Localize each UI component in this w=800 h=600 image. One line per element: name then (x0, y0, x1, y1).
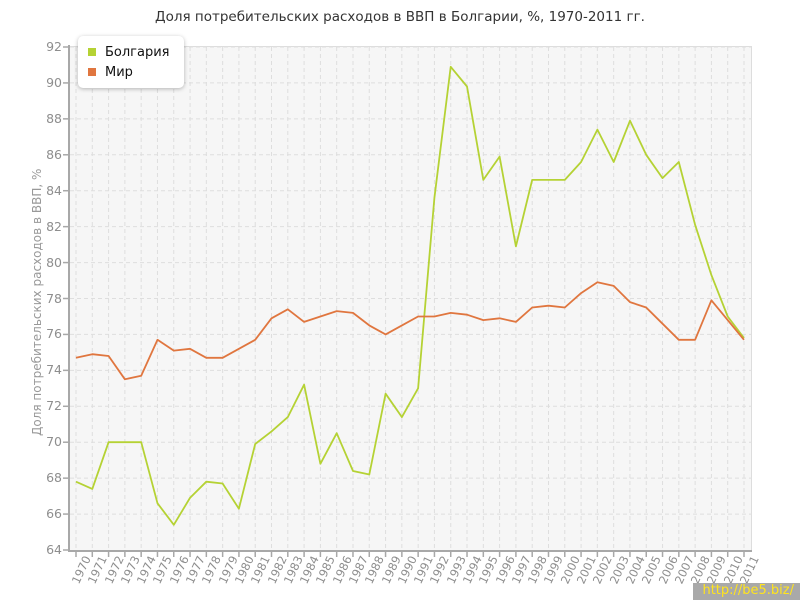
watermark-link[interactable]: http://be5.biz/ (693, 583, 800, 600)
legend-label-world: Мир (105, 64, 133, 80)
y-tick-label: 76 (46, 326, 62, 342)
y-tick-label: 74 (46, 362, 62, 378)
bulgaria-series-swatch-icon (88, 48, 96, 56)
y-tick-label: 84 (46, 182, 62, 198)
series-line-Мир (75, 281, 745, 381)
y-tick-label: 88 (46, 110, 62, 126)
y-tick-label: 80 (46, 254, 62, 270)
world-series-swatch-icon (88, 68, 96, 76)
y-tick-label: 86 (46, 146, 62, 162)
y-tick-label: 68 (46, 470, 62, 486)
y-tick-label: 70 (46, 434, 62, 450)
y-tick-label: 92 (46, 39, 62, 54)
legend: Болгария Мир (78, 36, 184, 88)
chart-title: Доля потребительских расходов в ВВП в Бо… (155, 9, 645, 25)
legend-item-bulgaria: Болгария (88, 42, 170, 62)
legend-item-world: Мир (88, 62, 170, 82)
y-tick-label: 72 (46, 398, 62, 414)
y-tick-label: 78 (46, 290, 62, 306)
series-line-Болгария (75, 65, 745, 526)
y-tick-label: 82 (46, 218, 62, 234)
y-tick-label: 64 (46, 542, 62, 557)
legend-label-bulgaria: Болгария (105, 44, 170, 60)
y-tick-label: 66 (46, 506, 62, 522)
y-tick-label: 90 (46, 74, 62, 90)
